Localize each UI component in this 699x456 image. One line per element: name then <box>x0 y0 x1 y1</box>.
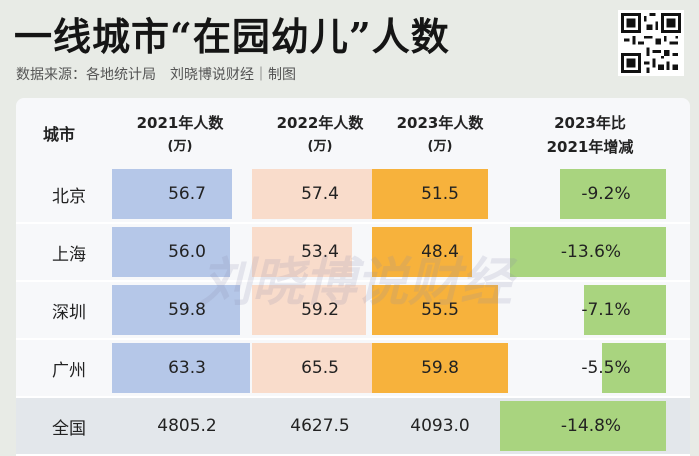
value-change: -14.8% <box>560 416 622 436</box>
bar-2021 <box>112 343 250 393</box>
header-change: 2023年比 2021年增减 <box>510 106 670 164</box>
value-2023: 55.5 <box>421 300 459 320</box>
bar-change <box>510 227 666 277</box>
page-title: 一线城市“在园幼儿”人数 <box>14 14 450 59</box>
bar-2023 <box>372 169 488 219</box>
qr-code-icon <box>618 10 684 76</box>
data-source: 数据来源：各地统计局 刘晓博说财经｜制图 <box>16 67 296 83</box>
value-change: -13.6% <box>560 242 622 262</box>
bar-2022 <box>252 343 384 393</box>
value-2022: 57.4 <box>301 184 339 204</box>
bar-2023 <box>372 343 508 393</box>
table-row: 深圳 59.8 59.2 55.5 -7.1% <box>16 282 690 340</box>
header-2023-label: 2023年人数 <box>396 114 484 132</box>
header-city: 城市 <box>42 125 75 144</box>
city-name: 深圳 <box>52 302 86 323</box>
table-row: 上海 56.0 53.4 48.4 -13.6% <box>16 224 690 282</box>
value-change: -7.1% <box>581 300 631 320</box>
value-2021: 4805.2 <box>157 416 217 436</box>
value-2023: 4093.0 <box>410 416 470 436</box>
city-name: 北京 <box>52 186 86 207</box>
bar-change <box>602 343 666 393</box>
header-change-line1: 2023年比 <box>554 114 626 132</box>
header-2023: 2023年人数 (万) <box>372 106 508 164</box>
data-table: 城市 2021年人数 (万) 2022年人数 (万) 2023年人数 (万) 2… <box>16 98 690 456</box>
value-change: -5.5% <box>581 358 631 378</box>
value-2023: 51.5 <box>421 184 459 204</box>
bar-2023 <box>372 227 472 277</box>
table-row: 广州 63.3 65.5 59.8 -5.5% <box>16 340 690 398</box>
header-2021: 2021年人数 (万) <box>112 106 248 164</box>
header-2022: 2022年人数 (万) <box>252 106 388 164</box>
header-2021-label: 2021年人数 <box>136 114 224 132</box>
value-change: -9.2% <box>581 184 631 204</box>
bar-2022 <box>252 227 352 277</box>
header-2021-unit: (万) <box>167 139 193 154</box>
table-row: 北京 56.7 57.4 51.5 -9.2% <box>16 166 690 224</box>
city-name: 广州 <box>52 360 86 381</box>
value-2021: 56.7 <box>168 184 206 204</box>
value-2021: 59.8 <box>168 300 206 320</box>
value-2021: 56.0 <box>168 242 206 262</box>
value-2021: 63.3 <box>168 358 206 378</box>
bar-2021 <box>112 285 240 335</box>
bar-2023 <box>372 285 498 335</box>
header-2023-unit: (万) <box>427 139 453 154</box>
table-row-total: 全国 4805.2 4627.5 4093.0 -14.8% <box>16 398 690 456</box>
header-2022-unit: (万) <box>307 139 333 154</box>
bar-2021 <box>112 227 230 277</box>
bar-change <box>560 169 666 219</box>
value-2023: 48.4 <box>421 242 459 262</box>
value-2022: 53.4 <box>301 242 339 262</box>
bar-2021 <box>112 169 232 219</box>
bar-change <box>584 285 666 335</box>
header-change-line2: 2021年增减 <box>546 138 634 156</box>
bar-2022 <box>252 169 382 219</box>
value-2022: 65.5 <box>301 358 339 378</box>
value-2022: 4627.5 <box>290 416 350 436</box>
city-name: 全国 <box>52 418 86 439</box>
bar-2022 <box>252 285 366 335</box>
value-2023: 59.8 <box>421 358 459 378</box>
value-2022: 59.2 <box>301 300 339 320</box>
header-2022-label: 2022年人数 <box>276 114 364 132</box>
city-name: 上海 <box>52 244 86 265</box>
